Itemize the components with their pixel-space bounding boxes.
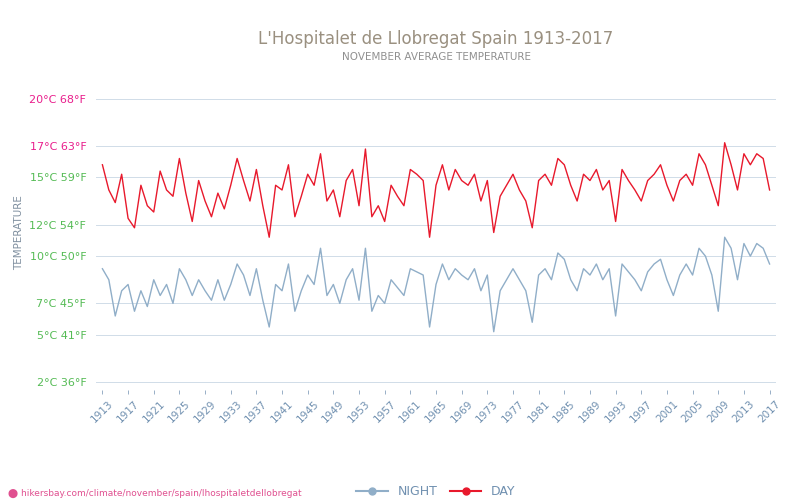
Text: ⬤ hikersbay.com/climate/november/spain/lhospitaletdellobregat: ⬤ hikersbay.com/climate/november/spain/l… bbox=[8, 488, 302, 498]
Title: L'Hospitalet de Llobregat Spain 1913-2017: L'Hospitalet de Llobregat Spain 1913-201… bbox=[258, 30, 614, 48]
Legend: NIGHT, DAY: NIGHT, DAY bbox=[351, 480, 521, 500]
Text: NOVEMBER AVERAGE TEMPERATURE: NOVEMBER AVERAGE TEMPERATURE bbox=[342, 52, 530, 62]
Y-axis label: TEMPERATURE: TEMPERATURE bbox=[14, 195, 24, 270]
